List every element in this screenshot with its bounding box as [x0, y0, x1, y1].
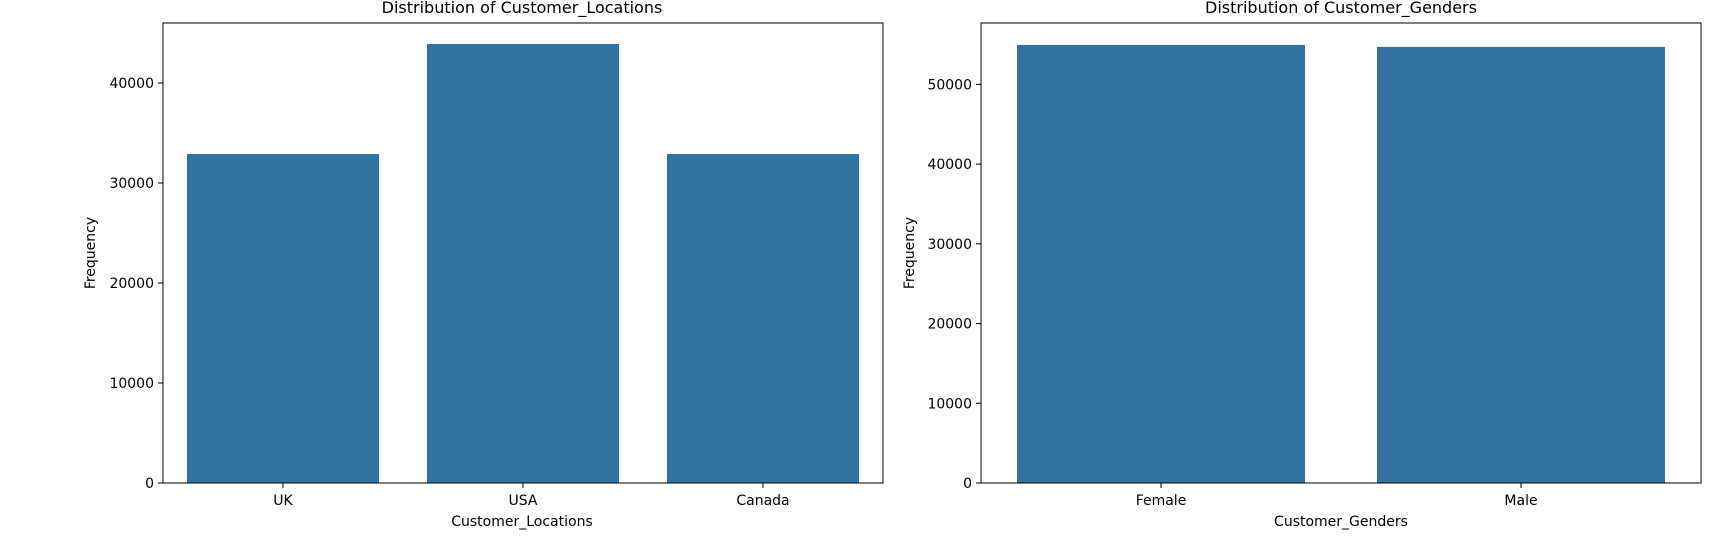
chart-title: Distribution of Customer_Genders — [1205, 0, 1477, 18]
x-axis-label: Customer_Locations — [451, 514, 593, 530]
x-tick-label: Male — [1504, 493, 1537, 509]
x-tick-label: USA — [509, 493, 538, 509]
bar-canada — [667, 154, 859, 483]
bars-layer — [1017, 44, 1665, 484]
chart-customer-locations: Distribution of Customer_Locations 0 1000… — [83, 0, 884, 530]
bar-uk — [187, 154, 379, 483]
bar-female — [1017, 44, 1305, 484]
y-tick-label: 20000 — [109, 276, 154, 292]
y-tick-label: 0 — [145, 476, 154, 492]
y-axis-label: Frequency — [83, 217, 99, 289]
x-tick-label: Canada — [736, 493, 789, 509]
y-tick-label: 0 — [963, 476, 972, 492]
x-tick-label: Female — [1136, 493, 1187, 509]
y-tick-label: 20000 — [927, 317, 972, 333]
chart-customer-genders: Distribution of Customer_Genders 0 10000 2… — [902, 0, 1702, 530]
x-tick-label: UK — [273, 493, 293, 509]
y-tick-label: 30000 — [109, 176, 154, 192]
y-tick-label: 10000 — [109, 376, 154, 392]
y-ticks: 0 10000 20000 30000 40000 — [109, 76, 163, 492]
y-tick-label: 30000 — [927, 237, 972, 253]
y-ticks: 0 10000 20000 30000 40000 50000 — [927, 77, 981, 492]
y-tick-label: 10000 — [927, 396, 972, 412]
plot-frame — [980, 22, 1702, 484]
y-tick-label: 40000 — [927, 157, 972, 173]
bar-male — [1377, 46, 1665, 484]
bars-layer — [187, 44, 859, 483]
x-axis-label: Customer_Genders — [1274, 514, 1408, 530]
x-ticks: Female Male — [1136, 483, 1538, 509]
x-ticks: UK USA Canada — [273, 483, 790, 509]
y-tick-label: 50000 — [927, 77, 972, 93]
y-axis-label: Frequency — [902, 217, 918, 289]
chart-title: Distribution of Customer_Locations — [382, 0, 663, 18]
y-tick-label: 40000 — [109, 76, 154, 92]
bar-usa — [427, 44, 619, 483]
